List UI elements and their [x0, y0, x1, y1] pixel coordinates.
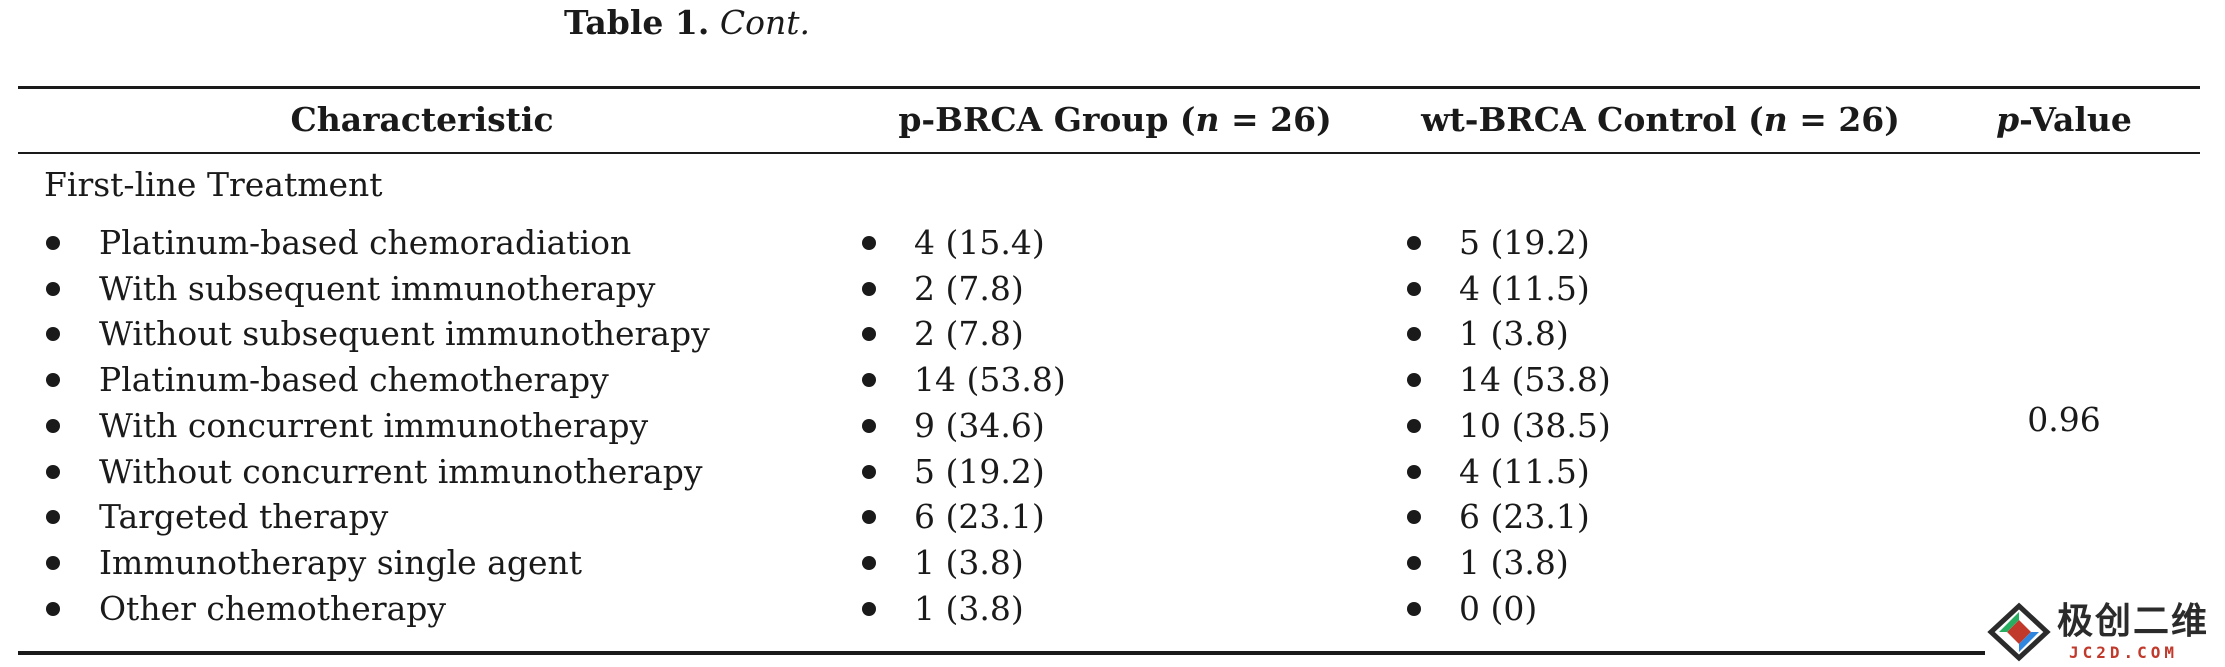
p-value-cell: 0.96 [2027, 400, 2101, 439]
bullet-icon [46, 281, 60, 296]
header-wtbrca: wt-BRCA Control (n = 26) [1388, 92, 1933, 148]
header-pvalue: p-Value [1933, 92, 2195, 148]
bullet-icon [862, 236, 876, 250]
header-pbrca-post: = 26) [1219, 100, 1332, 139]
bullet-icon [1407, 373, 1421, 388]
watermark-logo: 极创二维 JC2D.COM [1987, 600, 2219, 664]
cell-wtbrca: 6 (23.1) [1459, 497, 1590, 537]
bullet-icon [1407, 601, 1421, 616]
diamond-logo-icon [1987, 602, 2051, 662]
cell-pbrca: 1 (3.8) [914, 588, 1024, 628]
bullet-icon [862, 327, 876, 342]
cell-label: Other chemotherapy [99, 588, 447, 628]
bullet-icon [46, 601, 60, 616]
cell-wtbrca: 14 (53.8) [1459, 360, 1611, 400]
cell-pbrca: 14 (53.8) [914, 360, 1066, 400]
cell-label: With subsequent immunotherapy [99, 268, 656, 308]
header-characteristic: Characteristic [290, 100, 554, 139]
bullet-icon [862, 464, 876, 479]
bullet-icon [862, 281, 876, 296]
bullet-icon [46, 236, 60, 250]
cell-label: With concurrent immunotherapy [99, 405, 649, 445]
section-label: First-line Treatment [44, 165, 383, 204]
header-wtbrca-n: n [1763, 100, 1788, 139]
cell-wtbrca: 5 (19.2) [1459, 223, 1590, 262]
table-cont: Cont. [719, 3, 810, 42]
header-pvalue-rest: -Value [2019, 100, 2132, 139]
cell-pbrca: 6 (23.1) [914, 497, 1045, 537]
cell-pbrca: 4 (15.4) [914, 223, 1045, 262]
cell-wtbrca: 0 (0) [1459, 588, 1538, 628]
cell-wtbrca: 1 (3.8) [1459, 542, 1569, 582]
bullet-icon [46, 464, 60, 479]
cell-label: Without concurrent immunotherapy [99, 451, 703, 491]
bullet-icon [862, 555, 876, 570]
header-wtbrca-post: = 26) [1787, 100, 1900, 139]
cell-label: Targeted therapy [99, 497, 389, 537]
cell-pbrca: 9 (34.6) [914, 405, 1045, 445]
cell-pbrca: 1 (3.8) [914, 542, 1024, 582]
header-pvalue-p: p [1996, 100, 2020, 139]
bullet-icon [1407, 327, 1421, 342]
cell-label: Immunotherapy single agent [99, 542, 583, 582]
watermark-text-cn: 极创二维 [2057, 601, 2210, 642]
table-label: Table 1. [564, 3, 710, 42]
bullet-icon [46, 555, 60, 570]
table-caption: Table 1. Cont. [564, 0, 810, 46]
bullet-icon [862, 601, 876, 616]
header-rule [18, 152, 2200, 154]
header-pbrca: p-BRCA Group (n = 26) [843, 92, 1387, 148]
header-pbrca-n: n [1195, 100, 1220, 139]
watermark-text-en: JC2D.COM [2069, 643, 2179, 662]
bullet-icon [862, 418, 876, 433]
bullet-icon [46, 327, 60, 342]
bullet-icon [46, 510, 60, 525]
bullet-icon [862, 373, 876, 388]
cell-wtbrca: 4 (11.5) [1459, 451, 1590, 491]
cell-label: Platinum-based chemotherapy [99, 360, 609, 400]
bullet-icon [1407, 281, 1421, 296]
header-pbrca-pre: p-BRCA Group ( [898, 100, 1196, 139]
cell-wtbrca: 1 (3.8) [1459, 314, 1569, 354]
bullet-icon [46, 418, 60, 433]
bullet-icon [1407, 555, 1421, 570]
bottom-rule [18, 651, 1985, 655]
cell-wtbrca: 10 (38.5) [1459, 405, 1611, 445]
cell-label: Platinum-based chemoradiation [99, 223, 632, 262]
header-wtbrca-pre: wt-BRCA Control ( [1421, 100, 1764, 139]
cell-pbrca: 2 (7.8) [914, 268, 1024, 308]
bullet-icon [1407, 464, 1421, 479]
bullet-icon [1407, 418, 1421, 433]
cell-pbrca: 5 (19.2) [914, 451, 1045, 491]
cell-wtbrca: 4 (11.5) [1459, 268, 1590, 308]
bullet-icon [862, 510, 876, 525]
cell-label: Without subsequent immunotherapy [99, 314, 710, 354]
cell-pbrca: 2 (7.8) [914, 314, 1024, 354]
bullet-icon [46, 373, 60, 388]
bullet-icon [1407, 510, 1421, 525]
bullet-icon [1407, 236, 1421, 250]
top-rule [18, 86, 2200, 89]
